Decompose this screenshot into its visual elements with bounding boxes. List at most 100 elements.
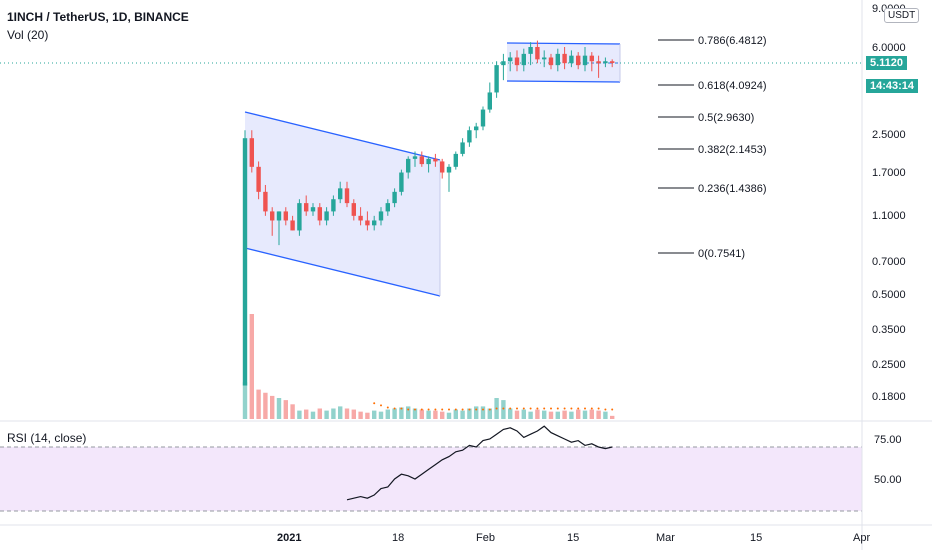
fib-label-0: 0(0.7541) [698,248,745,260]
price-tick: 0.5000 [872,289,906,301]
volume-bar [324,410,329,419]
volume-bar [372,410,377,419]
candle-body [317,207,322,221]
volume-ma-point [454,408,457,411]
volume-indicator-label[interactable]: Vol (20) [7,28,49,42]
volume-bars [242,314,615,419]
volume-bar [535,409,540,419]
time-tick: Mar [656,532,675,544]
volume-bar [521,409,526,419]
volume-bar [589,409,594,419]
candle-body [460,142,465,154]
volume-bar [304,409,309,419]
volume-bar [276,398,282,419]
volume-ma-point [475,408,478,411]
rsi-indicator-label[interactable]: RSI (14, close) [7,431,87,445]
volume-bar [399,407,404,419]
candle-body [501,61,506,66]
volume-ma-point [488,408,491,411]
volume-bar [263,392,268,419]
volume-ma-point [461,408,464,411]
volume-ma-dots [373,402,614,411]
candle-body [542,57,547,60]
time-tick: 15 [567,532,579,544]
volume-bar [610,415,615,419]
candle-body [344,188,350,204]
price-tick: 0.2500 [872,359,906,371]
candle-body [582,55,588,66]
volume-bar [487,408,492,419]
volume-ma-point [522,407,525,410]
price-tick: 0.1800 [872,391,906,403]
candle-body [242,138,248,386]
volume-ma-point [373,402,376,405]
countdown-badge: 14:43:14 [866,79,919,93]
volume-bar [412,408,418,419]
volume-ma-point [556,407,559,410]
currency-button[interactable]: USDT [884,8,920,23]
candle-body [276,211,282,221]
fib-level-0618: 0.618(4.0924) [658,80,767,92]
volume-ma-point [584,407,586,410]
fib-label-0786: 0.786(6.4812) [698,35,767,47]
volume-bar [446,412,452,419]
volume-bar [440,411,445,419]
volume-ma-point [543,407,546,410]
volume-ma-point [441,408,444,411]
candle-body [351,203,356,216]
volume-ma-point [529,407,532,410]
volume-ma-point [414,408,416,411]
volume-bar [419,409,424,419]
volume-ma-point [577,407,580,410]
candle-body [304,203,309,212]
volume-bar [514,410,520,419]
fib-label-0618: 0.618(4.0924) [698,80,767,92]
volume-bar [270,395,275,419]
box-bottom-line [506,80,621,83]
volume-ma-point [570,407,573,410]
fib-label-0236: 0.236(1.4386) [698,183,767,195]
volume-bar [283,400,288,419]
volume-bar [344,408,350,419]
candle-body [528,47,533,54]
volume-bar [508,408,513,419]
time-tick: Apr [853,532,870,544]
box-top-line [506,42,621,45]
candle-body [426,158,431,165]
price-tick: 0.7000 [872,256,906,268]
volume-bar [548,411,554,419]
candle-body [392,191,397,204]
candle-body [419,156,424,165]
candle-body [372,220,377,226]
volume-bar [582,410,588,419]
volume-bar [426,410,431,419]
candle-body [256,166,261,192]
volume-ma-point [611,408,614,411]
volume-bar [528,411,533,419]
candlesticks [242,40,615,386]
candle-body [310,207,316,212]
volume-bar [467,408,472,419]
volume-bar [569,411,574,419]
volume-ma-point [400,407,403,410]
price-tick: 0.3500 [872,324,906,336]
candle-body [548,57,554,66]
volume-ma-point [563,407,566,410]
price-tick: 6.0000 [872,42,906,54]
volume-ma-point [420,408,423,411]
candle-body [365,220,370,226]
candle-body [535,47,540,60]
volume-bar [460,410,465,419]
symbol-title[interactable]: 1INCH / TetherUS, 1D, BINANCE [7,10,189,24]
rsi-tick: 75.00 [874,434,902,446]
volume-bar [453,409,458,419]
volume-ma-point [427,408,430,411]
volume-ma-point [434,408,437,411]
candle-body [440,161,445,173]
candle-body [290,220,295,231]
candle-body [576,55,581,66]
volume-ma-point [536,407,539,410]
rsi-line [346,425,613,501]
candle-body [603,61,608,64]
